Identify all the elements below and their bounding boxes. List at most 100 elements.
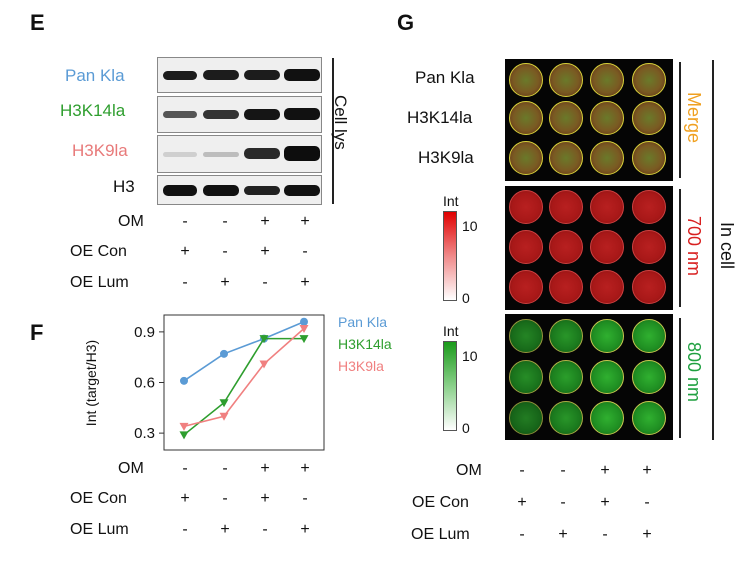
f-sign: + [300,521,310,538]
e-sign: - [222,243,228,260]
y-tick-label: 0.3 [134,425,155,442]
data-point [259,335,269,344]
g-sign: - [644,494,650,511]
blot-label-h3k9la: H3K9la [72,141,128,160]
well-merge [590,141,624,175]
f-sign: + [260,460,270,477]
f-cond-oe-con-label: OE Con [70,490,127,507]
data-point [300,317,308,326]
well-700nm [632,190,666,224]
colorbar-green-title: Int [443,323,459,339]
e-cond-oe-lum-label: OE Lum [70,274,129,291]
nm800-label: 800 nm [684,342,704,403]
g-sign: - [560,494,566,511]
panel-letter-g: G [397,10,415,35]
panel-letter-e: E [30,10,45,35]
data-point [219,399,229,408]
g-sign: - [560,462,566,479]
well-800nm [590,360,624,394]
well-800nm [509,401,543,435]
f-sign: + [260,490,270,507]
well-merge [632,101,666,135]
data-point [219,412,229,421]
well-merge [549,141,583,175]
legend-entry: H3K14la [338,336,392,352]
well-merge [632,141,666,175]
f-sign: - [302,490,308,507]
well-700nm [509,230,543,264]
blot-strip-pan-kla [157,57,322,93]
g-sign: - [519,526,525,543]
f-sign: - [182,521,188,538]
y-tick-label: 0.9 [134,324,155,341]
f-cond-oe-lum-label: OE Lum [70,521,129,538]
g-sign: + [558,526,568,543]
f-sign: + [180,490,190,507]
well-700nm [632,230,666,264]
well-merge [590,63,624,97]
well-700nm [509,190,543,224]
colorbar-red-min: 0 [462,290,470,306]
blot-strip-h3 [157,175,322,205]
blot-label-h3: H3 [113,177,135,196]
g-cond-oe-con-label: OE Con [412,494,469,511]
data-point [179,422,189,431]
well-merge [509,141,543,175]
e-cond-oe-con-label: OE Con [70,243,127,260]
well-800nm [549,319,583,353]
f-cond-om-label: OM [118,460,144,477]
colorbar-red-title: Int [443,193,459,209]
y-axis-label: Int (target/H3) [83,340,99,426]
legend-entry: H3K9la [338,358,384,374]
well-merge [509,63,543,97]
g-sign: + [642,526,652,543]
e-sign: - [302,243,308,260]
blot-label-pan-kla: Pan Kla [65,66,125,85]
g-row-label-h3k9la: H3K9la [418,148,474,167]
legend-entry: Pan Kla [338,314,387,330]
merge-label: Merge [684,92,704,144]
f-sign: - [222,460,228,477]
well-800nm [509,360,543,394]
f-sign: - [262,521,268,538]
blot-strip-h3k14la [157,96,322,133]
series-line-0 [183,321,305,382]
well-700nm [590,270,624,304]
well-700nm [590,230,624,264]
f-sign: - [222,490,228,507]
e-sign: - [182,274,188,291]
well-700nm [509,270,543,304]
well-merge [590,101,624,135]
well-merge [549,63,583,97]
blot-strip-h3k9la [157,135,322,173]
e-sign: - [182,213,188,230]
well-800nm [549,360,583,394]
well-800nm [590,319,624,353]
g-sign: + [517,494,527,511]
colorbar-green-min: 0 [462,420,470,436]
g-sign: + [600,462,610,479]
cell-lys-label: Cell lys [331,95,350,150]
panel-letter-f: F [30,320,44,345]
well-800nm [590,401,624,435]
data-point [179,431,189,440]
series-line-1 [183,337,304,436]
g-sign: - [519,462,525,479]
colorbar-green [443,341,457,431]
e-sign: + [220,274,230,291]
well-800nm [632,360,666,394]
data-point [259,360,269,369]
g-cond-om-label: OM [456,462,482,479]
well-merge [632,63,666,97]
data-point [220,349,228,358]
f-sign: + [220,521,230,538]
colorbar-red-max: 10 [462,218,478,234]
g-cond-oe-lum-label: OE Lum [411,526,470,543]
well-800nm [549,401,583,435]
well-800nm [509,319,543,353]
in-cell-bracket [712,60,714,440]
e-sign: + [260,243,270,260]
g-row-label-h3k14la: H3K14la [407,108,473,127]
well-700nm [590,190,624,224]
in-cell-label: In cell [717,222,737,270]
